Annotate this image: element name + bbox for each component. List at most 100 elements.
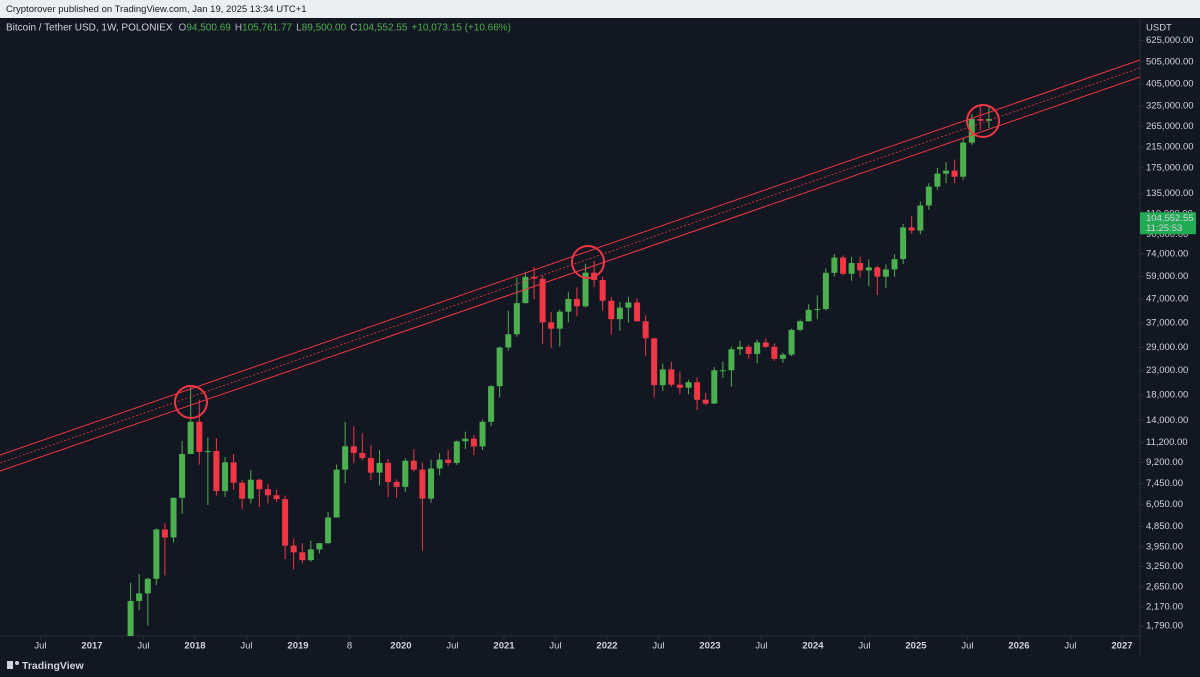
candle-body	[934, 173, 941, 187]
x-tick-label: 2025	[905, 641, 927, 652]
candle-body	[436, 459, 443, 469]
candle-body	[625, 302, 632, 308]
ohlc-value: 104,552.55	[357, 23, 407, 34]
candle-body	[359, 452, 366, 459]
candle-body	[316, 543, 323, 550]
candle-body	[342, 446, 349, 470]
candle-body	[161, 529, 168, 538]
candle-body	[333, 469, 340, 518]
change: +10,073.15 (+10.66%)	[411, 23, 511, 34]
candle-body	[419, 469, 426, 499]
candle-body	[908, 227, 915, 231]
x-tick-label: 2019	[287, 641, 308, 652]
candle-body	[548, 322, 555, 329]
candle-body	[488, 386, 495, 422]
candle-body	[127, 600, 134, 636]
candle-body	[754, 342, 761, 354]
symbol: Bitcoin / Tether USD, 1W, POLONIEX	[6, 23, 173, 34]
y-tick-label: 59,000.00	[1146, 271, 1188, 282]
candle-body	[668, 369, 675, 385]
y-tick-label: 6,050.00	[1146, 499, 1183, 510]
logo-mark	[15, 661, 19, 665]
candle-body	[874, 267, 881, 277]
candle-body	[496, 347, 503, 387]
x-tick-label: 2022	[596, 641, 617, 652]
candle-body	[985, 118, 992, 121]
channel-upper	[0, 59, 1140, 456]
publish-text: Cryptorover published on TradingView.com…	[6, 4, 307, 15]
candle-body	[840, 257, 847, 274]
candle-body	[393, 481, 400, 487]
candle-body	[848, 263, 855, 274]
y-tick-label: 625,000.00	[1146, 35, 1194, 46]
candle-body	[282, 499, 289, 546]
y-tick-label: 47,000.00	[1146, 294, 1188, 305]
x-tick-label: Jul	[858, 641, 870, 652]
price-tag	[1140, 212, 1196, 235]
candle-body	[402, 460, 409, 487]
channel-middle	[0, 67, 1140, 464]
highlight-circle	[966, 104, 1000, 138]
candle-body	[977, 118, 984, 121]
legend: Bitcoin / Tether USD, 1W, POLONIEX O 94,50…	[6, 23, 511, 34]
candle-body	[153, 529, 160, 579]
publish-bar	[0, 0, 1200, 18]
x-tick-label: 2023	[699, 641, 720, 652]
candle-body	[187, 421, 194, 454]
x-tick-label: 2018	[184, 641, 205, 652]
x-tick-label: Jul	[755, 641, 767, 652]
candle-body	[299, 552, 306, 561]
candle-body	[685, 382, 692, 388]
candle-body	[325, 517, 332, 544]
y-tick-label: 135,000.00	[1146, 188, 1194, 199]
candle-body	[857, 263, 864, 271]
candle-body	[453, 441, 460, 463]
ohlc-key: H	[235, 23, 242, 34]
y-tick-label: 7,450.00	[1146, 478, 1183, 489]
candle-body	[814, 309, 821, 311]
y-tick-label: 90,000.00	[1146, 229, 1188, 240]
candle-body	[702, 399, 709, 404]
x-tick-label: 2026	[1008, 641, 1029, 652]
candle-body	[479, 421, 486, 447]
candle-body	[196, 421, 203, 453]
candle-body	[385, 462, 392, 482]
y-tick-label: 2,650.00	[1146, 581, 1183, 592]
candle-body	[264, 489, 271, 496]
candle-body	[616, 307, 623, 320]
y-tick-label: 9,200.00	[1146, 457, 1183, 468]
candle-body	[762, 342, 769, 347]
x-tick-label: 2024	[802, 641, 824, 652]
x-tick-label: 2020	[390, 641, 411, 652]
candle-body	[367, 458, 374, 473]
candle-body	[651, 338, 658, 386]
y-tick-label: 2,170.00	[1146, 601, 1183, 612]
candle-body	[376, 462, 383, 473]
y-tick-label: 11,200.00	[1146, 437, 1188, 448]
logo-mark	[7, 661, 13, 669]
x-tick-label: Jul	[240, 641, 252, 652]
candle-body	[694, 382, 701, 400]
ohlc-value: 94,500.69	[186, 23, 231, 34]
candle-body	[513, 303, 520, 335]
candle-body	[822, 272, 829, 310]
x-tick-label: 2021	[493, 641, 515, 652]
candle-body	[273, 495, 280, 500]
candle-body	[204, 451, 211, 453]
channel-lower	[0, 76, 1140, 472]
candle-body	[582, 272, 589, 307]
tradingview-logo: TradingView	[7, 660, 84, 672]
y-tick-label: 505,000.00	[1146, 56, 1194, 67]
candle-body	[213, 451, 220, 492]
candle-body	[737, 346, 744, 350]
candle-body	[865, 267, 872, 271]
candle-body	[797, 321, 804, 330]
candle-body	[428, 468, 435, 499]
y-tick-label: 18,000.00	[1146, 390, 1188, 401]
candle-body	[805, 309, 812, 322]
candle-body	[599, 279, 606, 301]
price-tag-label: 104,552.55	[1146, 213, 1194, 224]
candle-body	[170, 497, 177, 538]
candle-body	[634, 302, 641, 322]
